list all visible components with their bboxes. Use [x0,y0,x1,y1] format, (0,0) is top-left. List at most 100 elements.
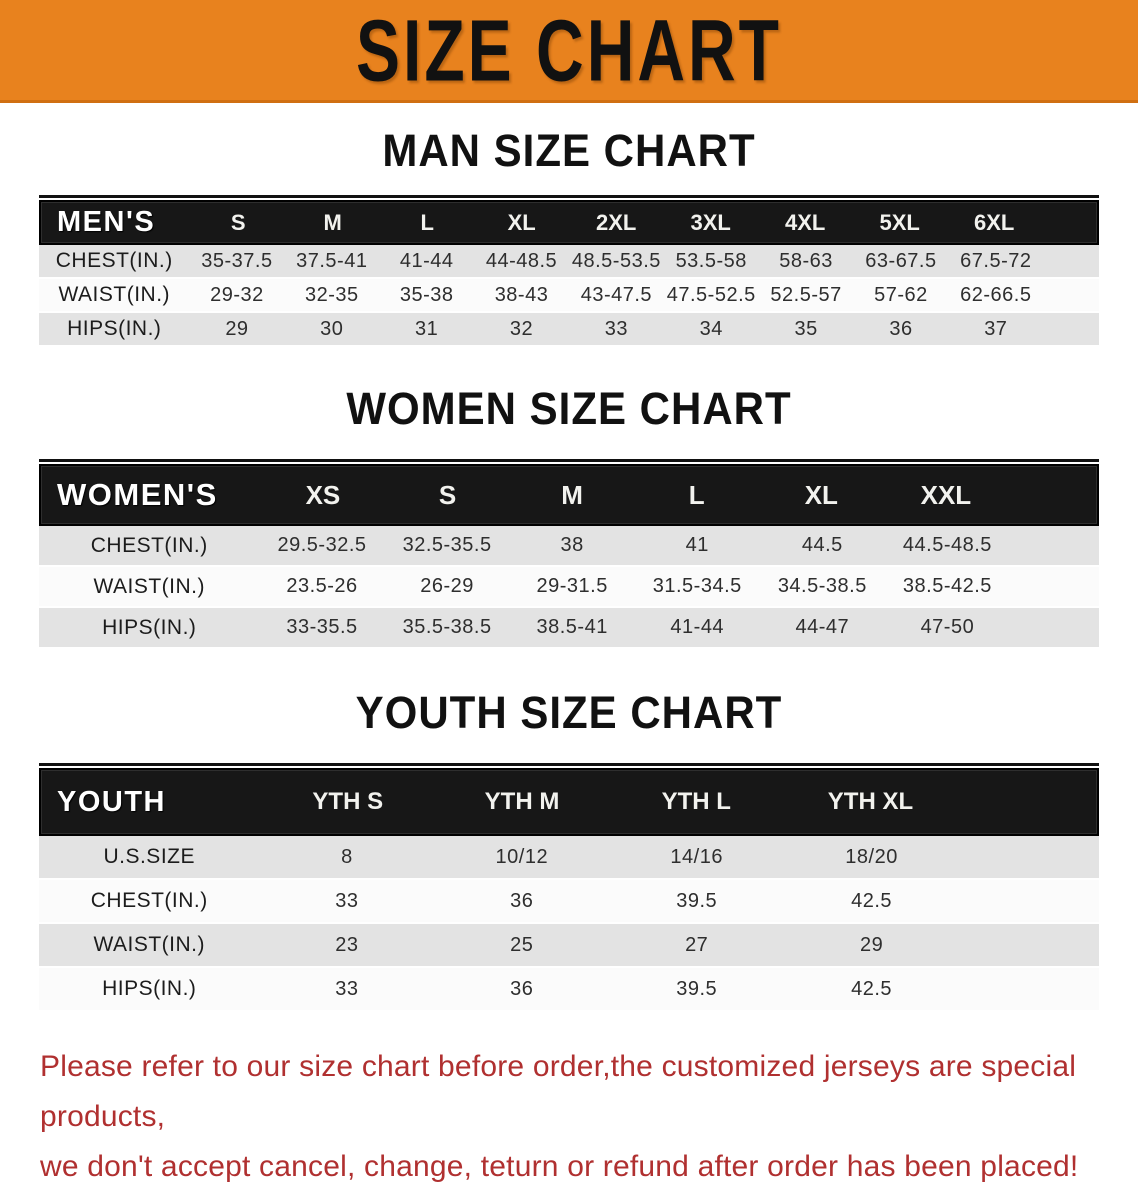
size-value: 39.5 [676,977,718,1000]
row-label: CHEST(IN.) [90,889,208,912]
size-value: 52.5-57 [770,283,842,306]
size-value: 35.5-38.5 [402,616,492,638]
size-value: 38 [560,534,584,556]
size-value: 43-47.5 [580,283,653,306]
table-row: WAIST(IN.) 29-32 32-35 35-38 38-43 43-47.5 47.… [39,279,1099,313]
size-value: 31 [415,317,439,340]
size-value: 42.5 [851,889,893,912]
row-label: WAIST(IN.) [93,933,205,956]
table-row: HIPS(IN.) 29 30 31 32 33 34 35 36 37 [39,313,1099,347]
size-value: 36 [510,889,534,912]
size-value: 23.5-26 [286,575,358,597]
size-value: 34.5-38.5 [777,575,867,597]
column-header: YTH S [312,788,384,815]
youth-section-heading: YOUTH SIZE CHART [355,687,783,738]
table-header-row: YOUTH YTH S YTH M YTH L YTH XL [39,768,1099,836]
size-value: 29-31.5 [536,575,608,597]
size-value: 63-67.5 [865,249,937,272]
size-value: 37 [984,317,1008,340]
column-header: XS [305,479,341,510]
column-header: XXL [920,479,972,510]
size-value: 33 [604,317,628,340]
column-header: S [438,479,457,510]
size-value: 35-38 [399,283,454,306]
size-value: 67.5-72 [960,249,1032,272]
size-chart-banner: SIZE CHART [0,0,1138,103]
column-header: M [561,479,583,510]
table-row: HIPS(IN.) 33-35.5 35.5-38.5 38.5-41 41-44 44-… [39,608,1099,649]
size-value: 35 [794,317,818,340]
size-value: 44-47 [795,616,850,638]
column-header: L [688,479,705,510]
disclaimer-text: Please refer to our size chart before or… [0,1042,1138,1192]
column-header: XL [804,479,838,510]
size-value: 44-48.5 [485,249,558,272]
table-row: HIPS(IN.) 33 36 39.5 42.5 [39,968,1099,1012]
table-corner-label: WOMEN'S [57,477,218,512]
size-value: 41-44 [670,616,725,638]
table-header-row: MEN'S S M L XL 2XL 3XL 4XL 5XL 6XL [39,200,1099,245]
size-value: 29 [225,317,249,340]
man-section-heading: MAN SIZE CHART [382,125,756,176]
size-value: 47-50 [920,616,975,638]
size-value: 57-62 [874,283,928,306]
table-row: WAIST(IN.) 23 25 27 29 [39,924,1099,968]
size-value: 33 [335,889,359,912]
table-row: CHEST(IN.) 35-37.5 37.5-41 41-44 44-48.5 48.5… [39,245,1099,279]
size-value: 41 [685,534,709,556]
size-value: 14/16 [670,845,723,868]
row-label: CHEST(IN.) [55,249,173,272]
disclaimer-line-1: Please refer to our size chart before or… [40,1050,1077,1133]
size-value: 23 [335,933,359,956]
size-value: 38-43 [494,283,549,306]
table-row: CHEST(IN.) 29.5-32.5 32.5-35.5 38 41 44.5 44.5… [39,526,1099,567]
column-header: 6XL [974,209,1015,235]
size-value: 38.5-42.5 [902,575,992,597]
size-value: 30 [320,317,344,340]
row-label: WAIST(IN.) [93,574,205,598]
size-value: 8 [341,845,353,868]
table-corner-label: MEN'S [57,206,156,238]
banner-title: SIZE CHART [356,1,782,99]
size-value: 37.5-41 [296,249,368,272]
women-size-table: WOMEN'S XS S M L XL XXL CHEST(IN.) 29.5-32.5 32.5… [39,459,1099,649]
size-value: 26-29 [420,575,474,597]
row-label: HIPS(IN.) [102,615,197,639]
size-value: 33-35.5 [286,616,358,638]
row-label: U.S.SIZE [103,845,195,868]
column-header: YTH L [661,788,731,815]
size-value: 48.5-53.5 [571,249,661,272]
table-row: WAIST(IN.) 23.5-26 26-29 29-31.5 31.5-34.5 34… [39,567,1099,608]
column-header: 5XL [879,209,920,235]
size-value: 33 [335,977,359,1000]
size-value: 32-35 [304,283,359,306]
size-value: 32 [509,317,534,340]
column-header: M [323,209,342,235]
size-value: 29 [859,933,884,956]
column-header: 4XL [785,209,826,235]
column-header: 2XL [596,209,637,235]
row-label: CHEST(IN.) [90,533,208,557]
size-value: 10/12 [495,845,549,868]
size-value: 41-44 [399,249,454,272]
row-label: WAIST(IN.) [58,283,171,306]
column-header: YTH M [484,788,560,815]
column-header: S [230,209,246,235]
column-header: XL [507,209,536,235]
size-value: 44.5 [801,534,843,556]
size-value: 29.5-32.5 [277,534,367,556]
size-value: 31.5-34.5 [652,575,742,597]
women-section-heading: WOMEN SIZE CHART [346,383,792,434]
column-header: 3XL [690,209,731,235]
column-header: YTH XL [827,788,914,815]
size-value: 27 [685,933,709,956]
size-value: 36 [510,977,534,1000]
size-value: 42.5 [851,977,893,1000]
size-value: 34 [699,317,723,340]
size-value: 53.5-58 [675,249,747,272]
table-header-row: WOMEN'S XS S M L XL XXL [39,464,1099,526]
row-label: HIPS(IN.) [67,317,162,340]
size-value: 44.5-48.5 [902,534,992,556]
disclaimer-line-2: we don't accept cancel, change, teturn o… [40,1150,1079,1183]
row-label: HIPS(IN.) [102,977,197,1000]
